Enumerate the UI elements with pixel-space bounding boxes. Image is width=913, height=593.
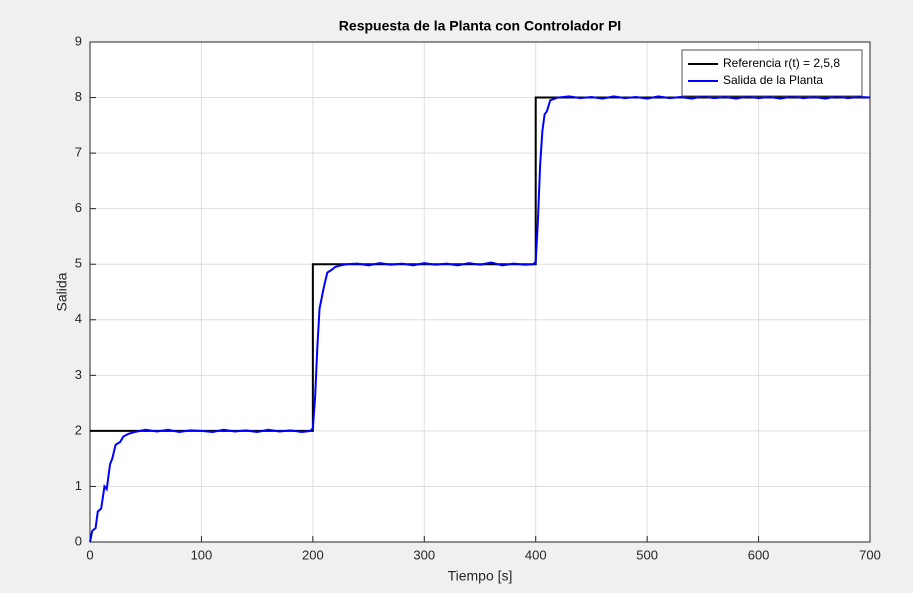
x-tick-label: 100 xyxy=(191,547,213,562)
legend-label: Referencia r(t) = 2,5,8 xyxy=(723,56,840,70)
y-tick-label: 9 xyxy=(75,33,82,48)
legend-label: Salida de la Planta xyxy=(723,73,823,87)
y-tick-label: 3 xyxy=(75,367,82,382)
x-tick-label: 0 xyxy=(86,547,93,562)
plot-area xyxy=(90,42,870,542)
data-line xyxy=(89,95,871,543)
x-tick-label: 200 xyxy=(302,547,324,562)
y-tick-label: 5 xyxy=(75,256,82,271)
x-axis-label: Tiempo [s] xyxy=(448,568,513,584)
y-tick-label: 4 xyxy=(75,311,82,326)
y-tick-label: 6 xyxy=(75,200,82,215)
x-tick-label: 600 xyxy=(748,547,770,562)
y-tick-label: 0 xyxy=(75,533,82,548)
legend: Referencia r(t) = 2,5,8 Salida de la Plan… xyxy=(681,49,863,97)
y-tick-label: 8 xyxy=(75,89,82,104)
x-tick-label: 300 xyxy=(413,547,435,562)
y-tick-label: 7 xyxy=(75,145,82,160)
y-tick-label: 2 xyxy=(75,422,82,437)
axes-box xyxy=(89,41,871,543)
x-tick-label: 500 xyxy=(636,547,658,562)
x-tick-label: 700 xyxy=(859,547,881,562)
y-axis-label: Salida xyxy=(54,272,70,311)
legend-box xyxy=(681,49,863,97)
y-tick-label: 1 xyxy=(75,478,82,493)
chart-title: Respuesta de la Planta con Controlador P… xyxy=(339,18,621,34)
x-tick-label: 400 xyxy=(525,547,547,562)
